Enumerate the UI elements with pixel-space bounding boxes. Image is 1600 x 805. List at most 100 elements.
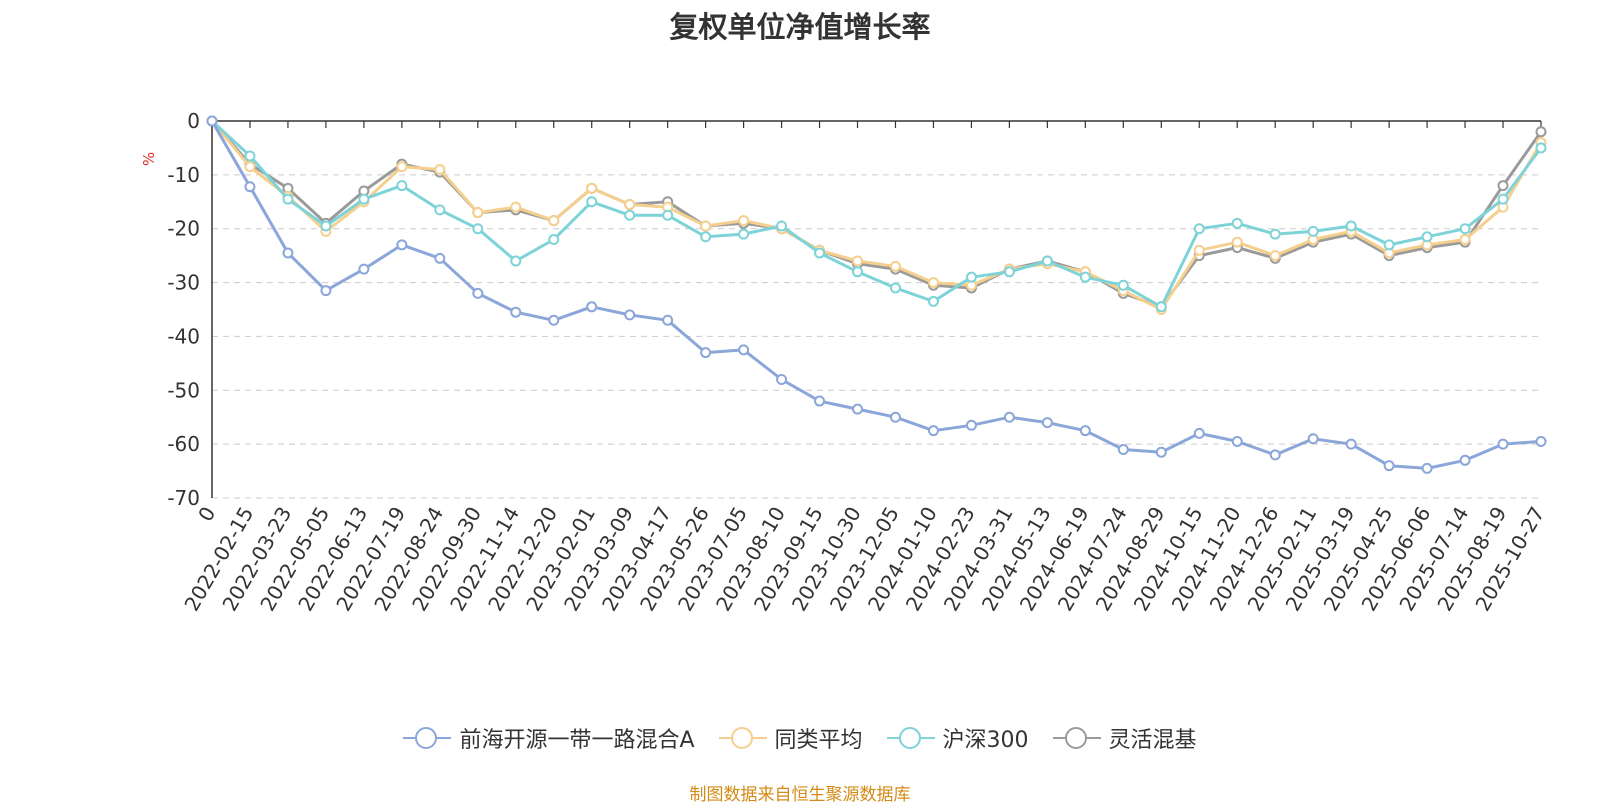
data-point[interactable] (244, 161, 256, 173)
data-point[interactable] (472, 223, 484, 235)
data-point[interactable] (1345, 438, 1357, 450)
data-point[interactable] (1497, 438, 1509, 450)
data-point[interactable] (1269, 449, 1281, 461)
data-point[interactable] (244, 181, 256, 193)
data-point[interactable] (1117, 279, 1129, 291)
data-point[interactable] (624, 309, 636, 321)
data-point[interactable] (1497, 193, 1509, 205)
data-point[interactable] (1231, 435, 1243, 447)
data-point[interactable] (1269, 228, 1281, 240)
data-point[interactable] (776, 220, 788, 232)
data-point[interactable] (586, 182, 598, 194)
data-point[interactable] (510, 201, 522, 213)
data-point[interactable] (662, 314, 674, 326)
y-tick-label: -30 (167, 271, 200, 295)
data-point[interactable] (1117, 444, 1129, 456)
data-point[interactable] (889, 260, 901, 272)
data-point[interactable] (1193, 223, 1205, 235)
legend-item-series-1[interactable]: 前海开源一带一路混合A (403, 722, 695, 754)
data-point[interactable] (320, 285, 332, 297)
y-tick-label: -70 (167, 486, 200, 510)
data-point[interactable] (1383, 460, 1395, 472)
data-point[interactable] (396, 239, 408, 251)
data-point[interactable] (548, 314, 560, 326)
data-point[interactable] (1497, 180, 1509, 192)
data-point[interactable] (852, 266, 864, 278)
data-point[interactable] (320, 220, 332, 232)
data-point[interactable] (1459, 233, 1471, 245)
data-point[interactable] (1307, 225, 1319, 237)
data-point[interactable] (282, 247, 294, 259)
data-point[interactable] (662, 209, 674, 221)
data-point[interactable] (586, 301, 598, 313)
data-point[interactable] (814, 395, 826, 407)
legend-marker-icon (1052, 726, 1101, 750)
data-point[interactable] (1193, 244, 1205, 256)
data-point[interactable] (814, 247, 826, 259)
data-point[interactable] (434, 252, 446, 264)
data-point[interactable] (738, 228, 750, 240)
data-point[interactable] (927, 295, 939, 307)
data-point[interactable] (852, 403, 864, 415)
data-point[interactable] (1041, 255, 1053, 267)
data-point[interactable] (472, 287, 484, 299)
data-point[interactable] (1003, 266, 1015, 278)
data-point[interactable] (1155, 301, 1167, 313)
data-point[interactable] (548, 215, 560, 227)
data-point[interactable] (738, 215, 750, 227)
data-point[interactable] (510, 306, 522, 318)
data-point[interactable] (1535, 126, 1547, 138)
data-point[interactable] (1079, 425, 1091, 437)
data-point[interactable] (927, 277, 939, 289)
data-point[interactable] (738, 344, 750, 356)
data-point[interactable] (1421, 462, 1433, 474)
data-point[interactable] (358, 193, 370, 205)
legend-item-series-3[interactable]: 沪深300 (886, 722, 1029, 754)
data-point[interactable] (700, 347, 712, 359)
data-point[interactable] (927, 425, 939, 437)
data-point[interactable] (1459, 454, 1471, 466)
data-point[interactable] (965, 271, 977, 283)
data-point[interactable] (965, 419, 977, 431)
data-point[interactable] (244, 150, 256, 162)
data-point[interactable] (1231, 236, 1243, 248)
data-point[interactable] (358, 263, 370, 275)
data-point[interactable] (700, 220, 712, 232)
data-point[interactable] (1345, 220, 1357, 232)
legend-item-series-4[interactable]: 灵活混基 (1052, 722, 1197, 754)
data-point[interactable] (1269, 250, 1281, 262)
data-point[interactable] (1535, 142, 1547, 154)
data-point[interactable] (1155, 446, 1167, 458)
data-point[interactable] (889, 282, 901, 294)
x-tick-label: 0 (193, 503, 220, 526)
y-tick-label: 0 (187, 109, 200, 133)
data-point[interactable] (548, 233, 560, 245)
data-point[interactable] (1079, 271, 1091, 283)
data-point[interactable] (852, 255, 864, 267)
data-point[interactable] (1041, 417, 1053, 429)
data-point[interactable] (1421, 231, 1433, 243)
data-point[interactable] (1535, 435, 1547, 447)
data-point[interactable] (700, 231, 712, 243)
legend-item-series-2[interactable]: 同类平均 (718, 722, 863, 754)
data-point[interactable] (889, 411, 901, 423)
data-point[interactable] (396, 180, 408, 192)
data-point[interactable] (586, 196, 598, 208)
data-point[interactable] (624, 198, 636, 210)
data-point[interactable] (282, 193, 294, 205)
data-point[interactable] (776, 374, 788, 386)
data-point[interactable] (434, 163, 446, 175)
data-point[interactable] (1231, 217, 1243, 229)
y-tick-label: -10 (167, 163, 200, 187)
data-point[interactable] (1193, 427, 1205, 439)
data-point[interactable] (434, 204, 446, 216)
data-point[interactable] (472, 207, 484, 219)
data-point[interactable] (396, 161, 408, 173)
data-point[interactable] (206, 115, 218, 127)
data-point[interactable] (1307, 433, 1319, 445)
data-point[interactable] (624, 209, 636, 221)
data-point[interactable] (1383, 239, 1395, 251)
data-point[interactable] (1459, 223, 1471, 235)
data-point[interactable] (510, 255, 522, 267)
data-point[interactable] (1003, 411, 1015, 423)
